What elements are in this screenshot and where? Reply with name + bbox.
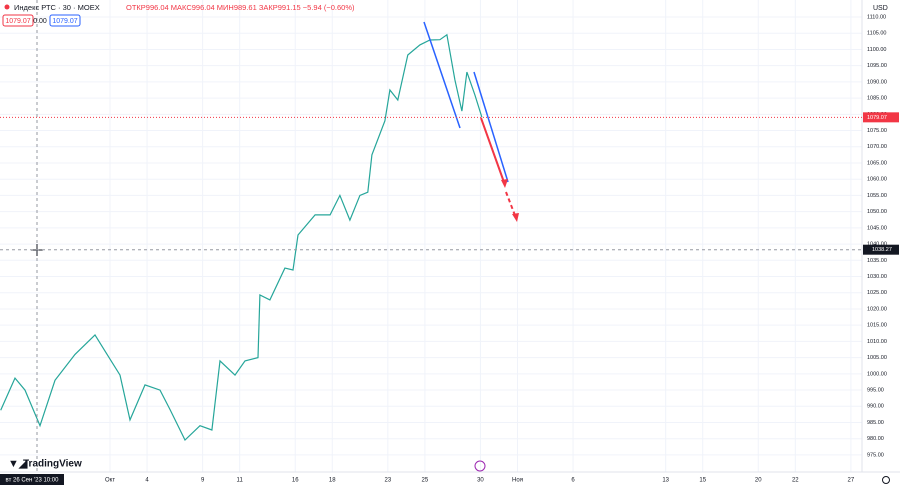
x-tick-label: 18 bbox=[329, 478, 336, 484]
x-tick-label: 15 bbox=[699, 478, 706, 484]
y-tick-label: 975.00 bbox=[867, 452, 884, 458]
y-tick-label: 1075.00 bbox=[867, 128, 887, 134]
y-tick-label: 1010.00 bbox=[867, 339, 887, 345]
y-tick-label: 1030.00 bbox=[867, 274, 887, 280]
x-tick-label: 4 bbox=[145, 478, 149, 484]
y-tick-label: 1070.00 bbox=[867, 144, 887, 150]
y-tick-label: 1040.00 bbox=[867, 242, 887, 248]
arrow-head bbox=[512, 213, 519, 222]
y-tick-label: 1050.00 bbox=[867, 209, 887, 215]
y-tick-label: 1085.00 bbox=[867, 96, 887, 102]
trend-line bbox=[473, 71, 509, 183]
y-tick-label: 985.00 bbox=[867, 420, 884, 426]
buy-box[interactable] bbox=[49, 14, 81, 27]
y-tick-label: 1105.00 bbox=[867, 31, 886, 37]
arrow bbox=[480, 117, 506, 186]
buy-price: 1079.07 bbox=[52, 18, 77, 25]
settings[interactable] bbox=[882, 476, 890, 484]
status-dot bbox=[4, 4, 10, 10]
y-tick-label: 1090.00 bbox=[867, 79, 887, 85]
x-tick-label: 9 bbox=[201, 478, 205, 484]
symbol: Индекс РТС · 30 · MOEX bbox=[14, 3, 100, 12]
x-tick-label: 13 bbox=[662, 478, 669, 484]
y-tick-label: 1025.00 bbox=[867, 290, 887, 296]
ohlc: ОТКР996.04 МАКС996.04 МИН989.61 ЗАКР991.… bbox=[126, 3, 355, 12]
trend-line bbox=[423, 21, 461, 129]
cursor-date: вт 26 Сен '23 10:00 bbox=[6, 478, 60, 484]
y-tick-label: 980.00 bbox=[867, 436, 884, 442]
y-tick-label: 995.00 bbox=[867, 388, 884, 394]
y-tick-label: 1100.00 bbox=[867, 47, 886, 53]
arrow-head bbox=[501, 179, 508, 188]
price-line bbox=[0, 33, 483, 441]
x-tick-label: 25 bbox=[422, 478, 429, 484]
crosshair-label: 1038.27 bbox=[872, 247, 892, 253]
x-tick-label: Окт bbox=[105, 478, 115, 484]
logo-mark: ▼◢ bbox=[8, 458, 28, 470]
x-tick-label: 20 bbox=[755, 478, 762, 484]
x-tick-label: 22 bbox=[792, 478, 799, 484]
x-tick-label: Ноя bbox=[512, 478, 523, 484]
x-tick-label: 30 bbox=[477, 478, 484, 484]
y-tick-label: 1005.00 bbox=[867, 355, 887, 361]
logo: TradingView bbox=[23, 459, 82, 470]
y-tick-label: 1065.00 bbox=[867, 160, 887, 166]
event-icon[interactable] bbox=[474, 460, 486, 472]
sell-box[interactable] bbox=[2, 14, 34, 27]
x-tick-label: 23 bbox=[385, 478, 392, 484]
x-tick-label: 11 bbox=[237, 478, 244, 484]
y-tick-label: 1060.00 bbox=[867, 177, 887, 183]
y-tick-label: 1110.00 bbox=[867, 14, 886, 20]
y-tick-label: 1035.00 bbox=[867, 258, 887, 264]
cursor-date-box bbox=[0, 474, 64, 485]
y-tick-label: 1045.00 bbox=[867, 225, 887, 231]
last-price-box bbox=[863, 112, 899, 123]
y-tick-label: 1095.00 bbox=[867, 63, 887, 69]
x-tick-label: 16 bbox=[292, 478, 299, 484]
grid bbox=[0, 0, 862, 472]
crosshair-box bbox=[863, 244, 899, 255]
y-tick-label: 1020.00 bbox=[867, 306, 887, 312]
y-tick-label: 990.00 bbox=[867, 404, 884, 410]
y-tick-label: 1000.00 bbox=[867, 371, 887, 377]
plot bbox=[0, 33, 483, 441]
sell-price: 1079.07 bbox=[5, 18, 30, 25]
spread: 0.00 bbox=[33, 18, 47, 25]
y-tick-label: 1055.00 bbox=[867, 193, 887, 199]
x-tick-label: 27 bbox=[848, 478, 855, 484]
y-tick-label: 1015.00 bbox=[867, 323, 887, 329]
last-price-label: 1079.07 bbox=[867, 115, 887, 121]
currency[interactable]: USD bbox=[873, 5, 888, 12]
x-tick-label: 6 bbox=[571, 478, 575, 484]
